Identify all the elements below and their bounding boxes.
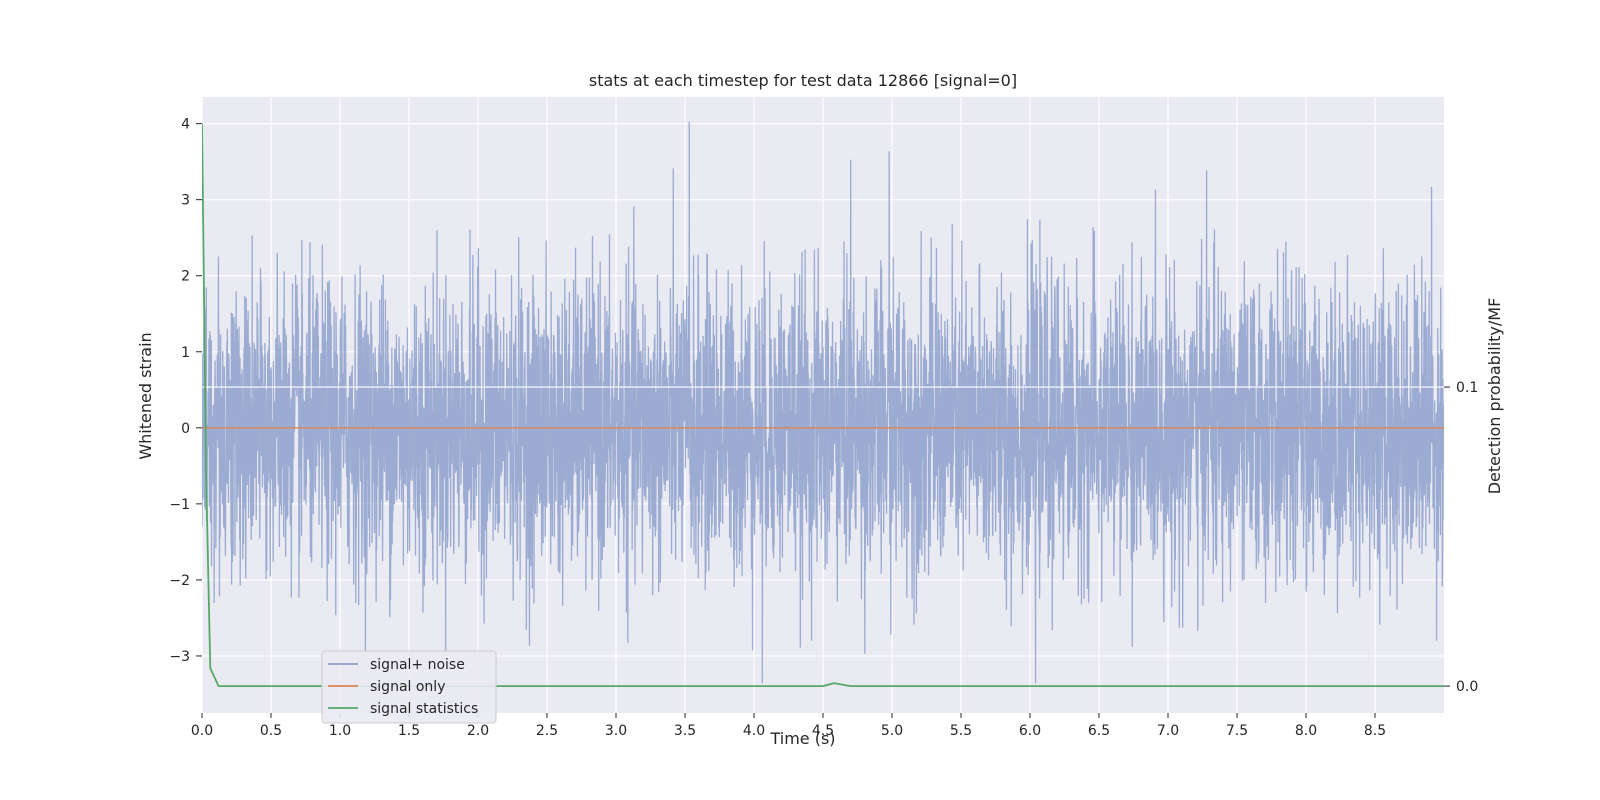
y-axis-ticks: 4 3 2 1 0 −1 −2 −3 [169,117,202,665]
x-tick-label-4: 2.0 [467,723,489,739]
y2-tick-label-1: 0.0 [1456,679,1478,695]
x-tick-label-1: 0.5 [260,723,282,739]
y-tick-label-2: 2 [181,269,190,285]
x-tick-label-5: 2.5 [536,723,558,739]
series-signal-noise-line [202,121,1444,684]
x-tick-label-14: 7.0 [1157,723,1179,739]
y-tick-label-0: 4 [181,117,190,133]
y2-axis-title: Detection probability/MF [1485,298,1504,495]
y-tick-label-1: 3 [181,193,190,209]
x-tick-label-3: 1.5 [398,723,420,739]
x-tick-label-7: 3.5 [674,723,696,739]
x-tick-label-6: 3.0 [605,723,627,739]
x-tick-label-12: 6.0 [1019,723,1041,739]
x-axis-ticks: 0.0 0.5 1.0 1.5 2.0 2.5 3.0 3.5 4.0 4.5 5.0 5.5 6.0 6… [191,713,1386,739]
y-tick-label-3: 1 [181,345,190,361]
x-tick-label-13: 6.5 [1088,723,1110,739]
x-tick-label-2: 1.0 [329,723,351,739]
legend-box [321,650,497,724]
y-tick-label-4: 0 [181,421,190,437]
x-tick-label-17: 8.5 [1364,723,1386,739]
legend-label-signal-statistics: signal statistics [370,701,478,717]
legend-label-signal-noise: signal+ noise [370,657,465,673]
y-tick-label-6: −2 [169,573,190,589]
y-tick-label-5: −1 [169,497,190,513]
series-signal-statistics-line [202,123,1444,687]
x-tick-label-11: 5.5 [950,723,972,739]
y-tick-label-7: −3 [169,649,190,665]
y-axis-title: Whitened strain [136,332,155,459]
legend: signal+ noise signal only signal statist… [321,650,497,724]
y2-axis-ticks: 0.1 0.0 [1444,380,1478,695]
chart-title: stats at each timestep for test data 128… [589,71,1017,90]
x-tick-label-8: 4.0 [743,723,765,739]
x-tick-label-16: 8.0 [1295,723,1317,739]
x-tick-label-10: 5.0 [881,723,903,739]
y2-tick-label-0: 0.1 [1456,380,1478,396]
x-tick-label-15: 7.5 [1226,723,1248,739]
x-tick-label-9: 4.5 [812,723,834,739]
legend-label-signal-only: signal only [370,679,445,695]
x-axis-title: Time (s) [769,729,835,748]
plot-content [202,121,1444,687]
x-tick-label-0: 0.0 [191,723,213,739]
